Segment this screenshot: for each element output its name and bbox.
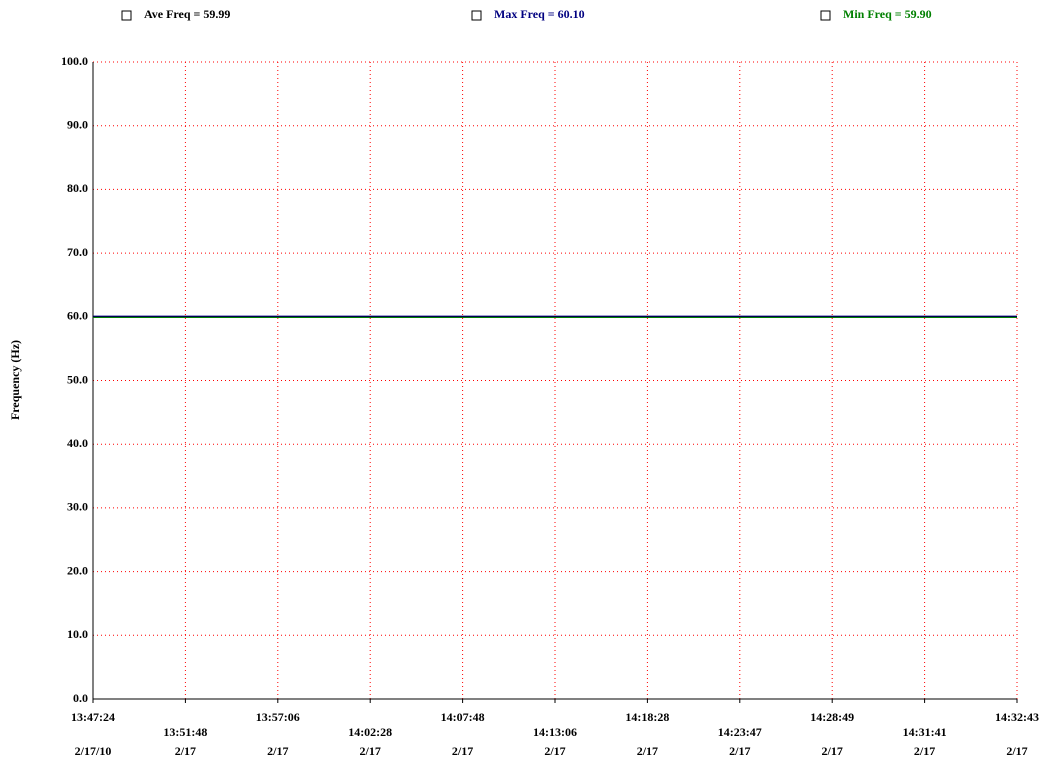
x-tick-label: 14:02:28 [348, 725, 392, 739]
x-tick-date: 2/17 [729, 744, 750, 758]
x-tick-date: 2/17 [637, 744, 658, 758]
legend-swatch [471, 10, 482, 21]
x-tick-label: 13:57:06 [256, 710, 300, 724]
y-tick-label: 90.0 [67, 117, 88, 131]
x-tick-label: 14:13:06 [533, 725, 577, 739]
x-tick-date: 2/17 [267, 744, 288, 758]
y-tick-label: 70.0 [67, 245, 88, 259]
legend-label: Ave Freq = 59.99 [144, 7, 230, 21]
x-tick-date: 2/17/10 [75, 744, 112, 758]
x-tick-label: 14:07:48 [441, 710, 485, 724]
y-tick-label: 10.0 [67, 627, 88, 641]
legend-label: Max Freq = 60.10 [494, 7, 585, 21]
x-tick-label: 14:18:28 [625, 710, 669, 724]
x-tick-date: 2/17 [175, 744, 196, 758]
legend-swatch [820, 10, 831, 21]
x-tick-date: 2/17 [544, 744, 565, 758]
y-tick-label: 50.0 [67, 372, 88, 386]
y-tick-label: 0.0 [73, 691, 88, 705]
y-tick-label: 20.0 [67, 563, 88, 577]
x-tick-label: 14:23:47 [718, 725, 762, 739]
legend-label: Min Freq = 59.90 [843, 7, 932, 21]
y-axis-label: Frequency (Hz) [8, 340, 22, 420]
y-tick-label: 60.0 [67, 309, 88, 323]
y-tick-label: 100.0 [61, 54, 88, 68]
y-tick-label: 30.0 [67, 500, 88, 514]
x-tick-date: 2/17 [452, 744, 473, 758]
x-tick-date: 2/17 [822, 744, 843, 758]
x-tick-label: 14:28:49 [810, 710, 854, 724]
x-tick-label: 14:31:41 [903, 725, 947, 739]
x-tick-date: 2/17 [1006, 744, 1027, 758]
y-tick-label: 80.0 [67, 181, 88, 195]
x-tick-date: 2/17 [914, 744, 935, 758]
x-tick-label: 13:47:24 [71, 710, 115, 724]
x-tick-label: 14:32:43 [995, 710, 1039, 724]
legend-swatch [121, 10, 132, 21]
x-tick-label: 13:51:48 [163, 725, 207, 739]
x-tick-date: 2/17 [360, 744, 381, 758]
y-tick-label: 40.0 [67, 436, 88, 450]
